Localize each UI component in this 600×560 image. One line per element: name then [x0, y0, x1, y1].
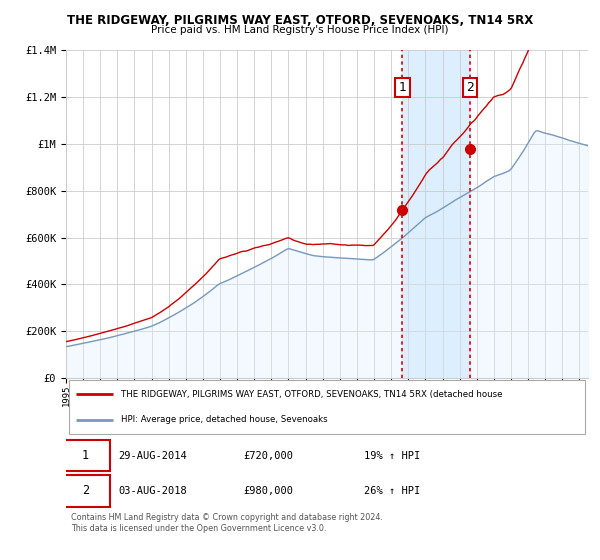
- Text: Contains HM Land Registry data © Crown copyright and database right 2024.
This d: Contains HM Land Registry data © Crown c…: [71, 513, 383, 533]
- Text: 1: 1: [82, 449, 89, 462]
- FancyBboxPatch shape: [61, 475, 110, 507]
- Text: 26% ↑ HPI: 26% ↑ HPI: [364, 486, 420, 496]
- Text: Price paid vs. HM Land Registry's House Price Index (HPI): Price paid vs. HM Land Registry's House …: [151, 25, 449, 35]
- Text: HPI: Average price, detached house, Sevenoaks: HPI: Average price, detached house, Seve…: [121, 416, 328, 424]
- Text: 1: 1: [398, 81, 406, 94]
- Bar: [403, 50, 470, 378]
- Text: 03-AUG-2018: 03-AUG-2018: [118, 486, 187, 496]
- FancyBboxPatch shape: [68, 380, 586, 434]
- FancyBboxPatch shape: [61, 440, 110, 472]
- Text: 2: 2: [82, 484, 89, 497]
- Text: 19% ↑ HPI: 19% ↑ HPI: [364, 451, 420, 461]
- Text: 29-AUG-2014: 29-AUG-2014: [118, 451, 187, 461]
- Text: THE RIDGEWAY, PILGRIMS WAY EAST, OTFORD, SEVENOAKS, TN14 5RX: THE RIDGEWAY, PILGRIMS WAY EAST, OTFORD,…: [67, 14, 533, 27]
- Text: THE RIDGEWAY, PILGRIMS WAY EAST, OTFORD, SEVENOAKS, TN14 5RX (detached house: THE RIDGEWAY, PILGRIMS WAY EAST, OTFORD,…: [121, 390, 502, 399]
- Text: 2: 2: [466, 81, 473, 94]
- Text: £720,000: £720,000: [244, 451, 293, 461]
- Text: £980,000: £980,000: [244, 486, 293, 496]
